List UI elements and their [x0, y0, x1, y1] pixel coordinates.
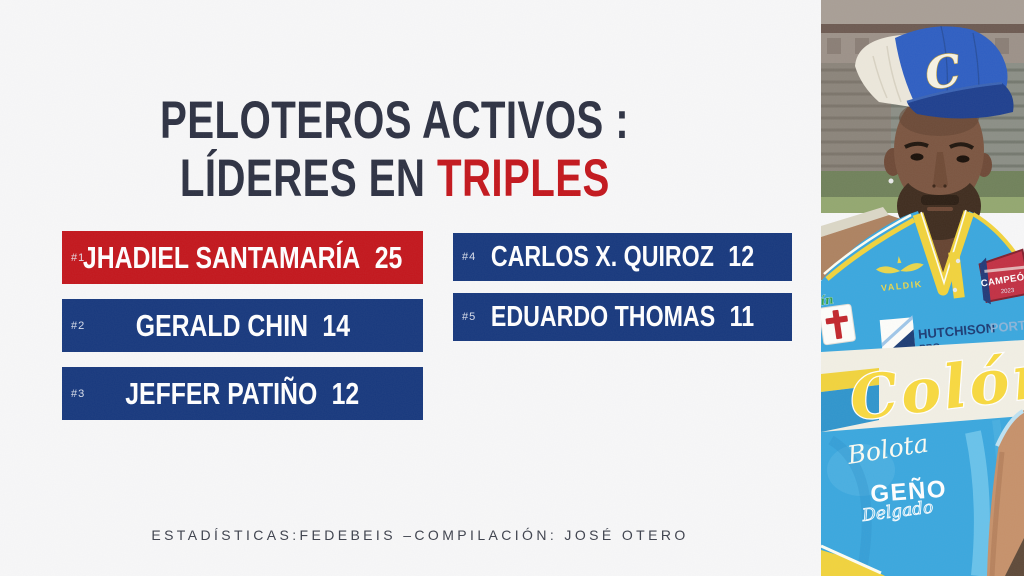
leader-row-5: #5 EDUARDO THOMAS 11 [453, 293, 792, 341]
player-name: JEFFER PATIÑO [125, 375, 318, 411]
sponsor-text-main2: PORTS [989, 317, 1024, 336]
cap-logo: C [922, 45, 964, 100]
player-value: 25 [374, 239, 403, 275]
title-text-1: PELOTEROS ACTIVOS : [160, 91, 630, 150]
player-name: EDUARDO THOMAS [490, 300, 716, 333]
rank-badge: #5 [462, 311, 477, 323]
leader-row-1: #1 JHADIEL SANTAMARÍA 25 [62, 231, 423, 284]
player-name: CARLOS X. QUIROZ [490, 240, 714, 273]
leader-row-2: #2 GERALD CHIN 14 [62, 299, 423, 352]
rank-badge: #4 [462, 251, 477, 263]
leader-row-3: #3 JEFFER PATIÑO 12 [62, 367, 423, 420]
player-name: JHADIEL SANTAMARÍA [82, 239, 361, 275]
player-name: GERALD CHIN [135, 307, 308, 343]
page-title: PELOTEROS ACTIVOS : LÍDERES EN TRIPLES [0, 92, 790, 208]
source-credit: ESTADÍSTICAS:FEDEBEIS –COMPILACIÓN: JOSÉ… [151, 527, 689, 543]
player-photo: C [821, 0, 1024, 576]
player-value: 11 [729, 300, 755, 333]
player-value: 12 [331, 375, 360, 411]
title-text-2: LÍDERES EN [180, 149, 426, 208]
title-line-1: PELOTEROS ACTIVOS : [0, 92, 790, 150]
earring [888, 178, 894, 184]
title-line-2: LÍDERES EN TRIPLES [0, 150, 790, 208]
player-value: 14 [322, 307, 350, 343]
title-highlight: TRIPLES [437, 149, 610, 208]
player-value: 12 [728, 240, 755, 273]
rank-badge: #3 [71, 387, 86, 400]
rank-badge: #2 [71, 319, 86, 332]
leader-row-4: #4 CARLOS X. QUIROZ 12 [453, 233, 792, 281]
